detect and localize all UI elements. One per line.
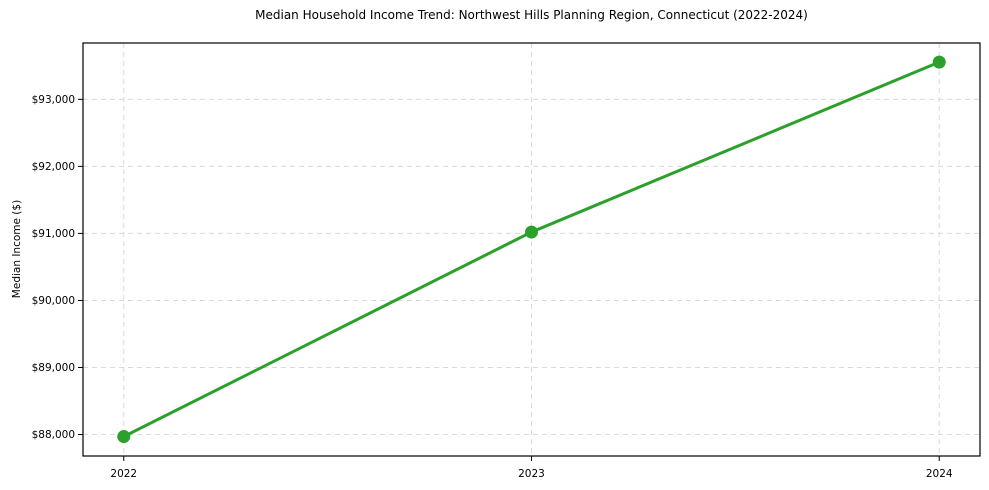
y-tick-label: $89,000 bbox=[32, 362, 75, 374]
y-tick-label: $91,000 bbox=[32, 228, 75, 240]
data-point-2023 bbox=[525, 225, 538, 239]
data-point-2024 bbox=[932, 55, 946, 69]
y-tick-label: $93,000 bbox=[32, 94, 75, 106]
y-tick-label: $90,000 bbox=[32, 295, 75, 307]
y-tick-label: $92,000 bbox=[32, 161, 75, 173]
data-point-2022 bbox=[117, 430, 131, 444]
x-tick-label: 2023 bbox=[518, 468, 545, 480]
x-tick-label: 2022 bbox=[110, 468, 137, 480]
x-tick-label: 2024 bbox=[926, 468, 953, 480]
chart-title: Median Household Income Trend: Northwest… bbox=[255, 8, 808, 22]
plot-border bbox=[82, 42, 981, 457]
y-tick-label: $88,000 bbox=[32, 429, 75, 441]
